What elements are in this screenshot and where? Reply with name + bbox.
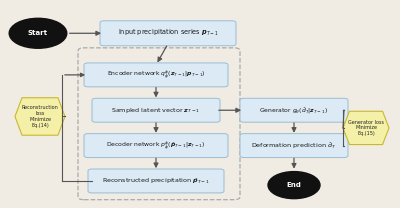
Text: Decoder network $p^\phi_\phi(\hat{\boldsymbol{p}}_{T-1}|\boldsymbol{z}_{T-1})$: Decoder network $p^\phi_\phi(\hat{\bolds… (106, 139, 206, 152)
Text: Encoder network $q^\phi_\phi(\boldsymbol{z}_{T-1}|\boldsymbol{p}_{T-1})$: Encoder network $q^\phi_\phi(\boldsymbol… (107, 68, 205, 81)
Text: Input precipitation series $\boldsymbol{p}_{T-1}$: Input precipitation series $\boldsymbol{… (118, 28, 218, 38)
Text: Generator loss
Minimize
Eq.(15): Generator loss Minimize Eq.(15) (348, 120, 384, 136)
Text: Start: Start (28, 30, 48, 36)
Text: Reconstruction
loss
Minimize
Eq.(14): Reconstruction loss Minimize Eq.(14) (22, 105, 58, 128)
Circle shape (268, 172, 320, 199)
Text: Deformation prediction $\hat{d}_T$: Deformation prediction $\hat{d}_T$ (251, 140, 337, 151)
FancyBboxPatch shape (84, 63, 228, 87)
Text: End: End (286, 182, 302, 188)
Polygon shape (343, 111, 389, 145)
FancyBboxPatch shape (240, 98, 348, 122)
Circle shape (9, 18, 67, 48)
FancyBboxPatch shape (100, 21, 236, 46)
Polygon shape (15, 98, 65, 135)
Text: Sampled latent vector $\boldsymbol{z}_{T-1}$: Sampled latent vector $\boldsymbol{z}_{T… (111, 106, 201, 115)
FancyBboxPatch shape (240, 134, 348, 158)
FancyBboxPatch shape (92, 98, 220, 122)
Text: Generator $g_\theta(\hat{d}_T|\boldsymbol{z}_{T-1})$: Generator $g_\theta(\hat{d}_T|\boldsymbo… (260, 105, 328, 116)
FancyBboxPatch shape (88, 169, 224, 193)
Text: Reconstructed precipitation $\hat{\boldsymbol{p}}_{T-1}$: Reconstructed precipitation $\hat{\bolds… (102, 176, 210, 186)
FancyBboxPatch shape (84, 134, 228, 158)
